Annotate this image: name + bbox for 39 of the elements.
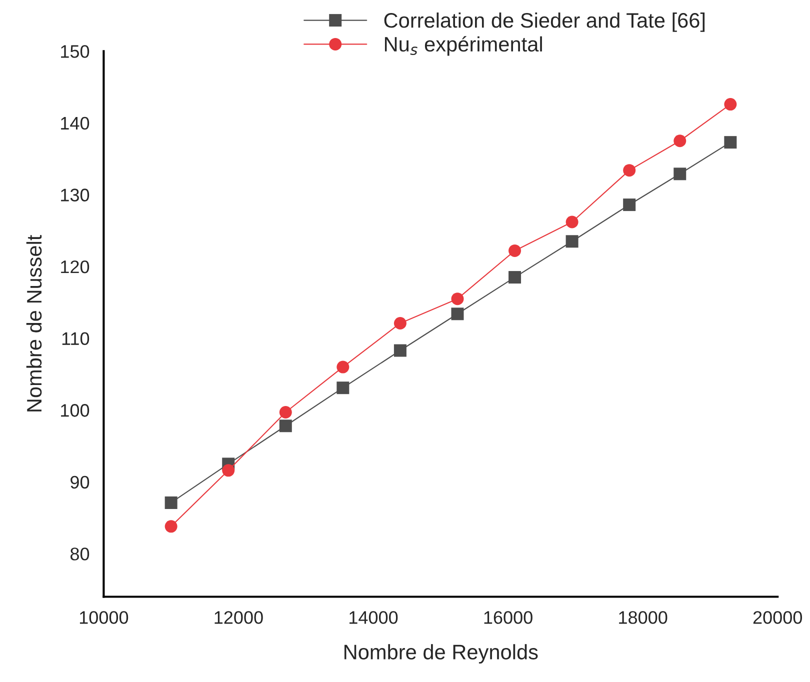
point	[623, 198, 636, 212]
x-tick-label: 18000	[619, 611, 668, 624]
point	[336, 382, 350, 394]
x-tick-label: 14000	[350, 611, 398, 624]
legend-label: Correlation de Sieder and Tate [66]	[384, 12, 705, 32]
x-tick-label: 20000	[753, 611, 802, 624]
point	[674, 134, 686, 148]
y-tick-label: 140	[61, 116, 90, 130]
point	[336, 360, 350, 374]
point	[222, 464, 235, 477]
point	[451, 292, 464, 306]
y-tick-label: 130	[61, 188, 90, 202]
x-tick-label: 10000	[80, 611, 128, 624]
x-axis-title: Nombre de Reynolds	[344, 644, 538, 664]
point	[724, 98, 737, 111]
point	[566, 235, 578, 248]
point	[279, 406, 292, 418]
x-tick-label: 16000	[484, 611, 532, 624]
point	[566, 216, 578, 228]
y-axis-title: Nombre de Nusselt	[26, 234, 42, 412]
legend-label: Nu$_{s}$ expérimental	[384, 36, 542, 56]
y-tick-label: 100	[61, 404, 90, 417]
y-tick-label: 110	[62, 332, 90, 346]
y-tick-label: 150	[61, 45, 90, 58]
point	[164, 520, 178, 533]
point	[394, 316, 406, 330]
y-tick-label: 90	[70, 476, 90, 489]
y-tick-label: 120	[61, 260, 90, 274]
point	[508, 271, 522, 284]
point	[394, 344, 406, 357]
point	[724, 136, 737, 149]
point	[508, 244, 522, 257]
y-tick-label: 80	[70, 548, 90, 560]
point	[164, 496, 178, 509]
point	[279, 420, 292, 432]
point	[451, 308, 464, 320]
point	[674, 168, 686, 180]
point	[623, 164, 636, 177]
x-tick-label: 12000	[214, 611, 263, 624]
